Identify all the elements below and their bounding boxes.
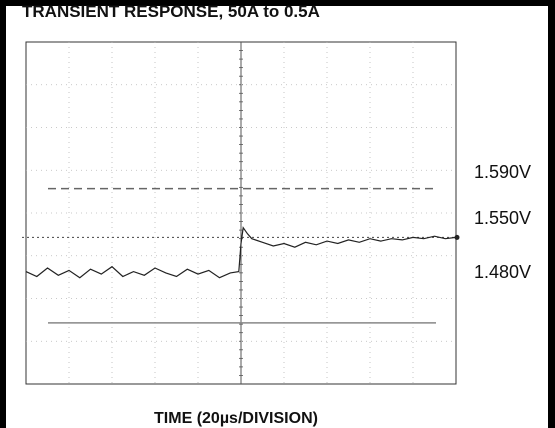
level-label-1590: 1.590V — [474, 162, 532, 182]
chart-title: TRANSIENT RESPONSE, 50A to 0.5A — [22, 2, 320, 21]
grid — [26, 42, 456, 384]
x-axis-label: TIME (20µs/DIVISION) — [154, 410, 318, 427]
trace-layer — [25, 226, 457, 279]
level-label-1480: 1.480V — [474, 262, 532, 282]
level-marker — [454, 234, 460, 240]
level-label-1550: 1.550V — [474, 208, 532, 228]
voltage-trace — [25, 226, 457, 279]
chart-panel — [6, 6, 548, 428]
